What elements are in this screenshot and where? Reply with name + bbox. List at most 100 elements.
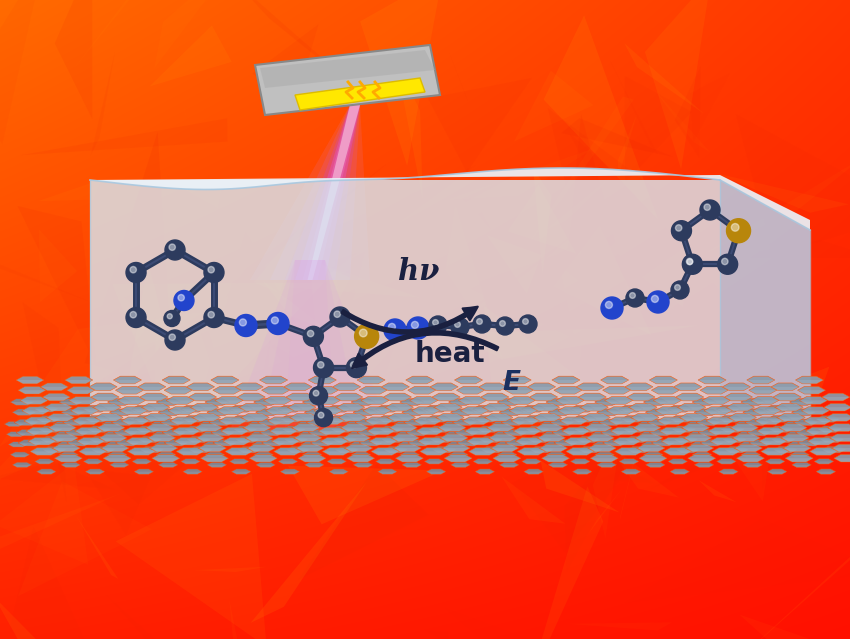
Circle shape — [651, 295, 659, 302]
Polygon shape — [475, 416, 499, 422]
Polygon shape — [547, 108, 667, 268]
Polygon shape — [385, 403, 413, 411]
Polygon shape — [534, 413, 562, 421]
Polygon shape — [639, 434, 659, 437]
Polygon shape — [22, 407, 50, 415]
Polygon shape — [262, 390, 290, 394]
Polygon shape — [651, 456, 734, 488]
Circle shape — [704, 204, 711, 210]
Polygon shape — [755, 421, 783, 424]
Polygon shape — [341, 427, 369, 431]
Polygon shape — [69, 397, 97, 404]
Polygon shape — [196, 434, 224, 442]
Polygon shape — [724, 447, 748, 453]
Polygon shape — [228, 451, 247, 454]
Polygon shape — [53, 424, 72, 427]
Polygon shape — [186, 387, 214, 390]
Polygon shape — [247, 448, 275, 452]
Polygon shape — [91, 447, 115, 453]
Polygon shape — [341, 424, 369, 431]
Polygon shape — [541, 461, 620, 512]
Polygon shape — [73, 421, 100, 424]
Polygon shape — [371, 441, 391, 443]
Polygon shape — [683, 434, 711, 442]
Polygon shape — [806, 431, 834, 435]
Polygon shape — [434, 403, 462, 411]
Polygon shape — [0, 493, 122, 559]
Polygon shape — [144, 413, 172, 421]
Polygon shape — [230, 406, 253, 412]
Polygon shape — [442, 444, 470, 452]
Polygon shape — [560, 417, 588, 424]
Polygon shape — [102, 424, 122, 427]
Polygon shape — [35, 461, 54, 464]
Polygon shape — [170, 421, 198, 424]
Polygon shape — [382, 387, 410, 390]
Polygon shape — [63, 422, 87, 426]
Polygon shape — [156, 454, 176, 458]
Polygon shape — [4, 424, 24, 427]
Polygon shape — [272, 428, 292, 433]
Polygon shape — [464, 427, 492, 435]
Circle shape — [314, 358, 333, 378]
Polygon shape — [806, 427, 834, 435]
Circle shape — [169, 334, 175, 341]
Polygon shape — [625, 383, 653, 390]
Polygon shape — [20, 397, 48, 404]
Polygon shape — [333, 440, 357, 443]
Polygon shape — [706, 417, 734, 424]
Polygon shape — [749, 443, 773, 446]
Polygon shape — [130, 451, 150, 454]
Polygon shape — [824, 407, 850, 411]
Polygon shape — [32, 449, 52, 454]
Polygon shape — [128, 438, 148, 443]
Polygon shape — [822, 447, 846, 453]
Polygon shape — [508, 185, 576, 254]
Polygon shape — [718, 416, 742, 422]
Polygon shape — [610, 431, 638, 435]
Polygon shape — [688, 434, 708, 437]
Polygon shape — [189, 450, 212, 453]
Polygon shape — [440, 438, 468, 442]
Polygon shape — [597, 412, 620, 415]
Polygon shape — [604, 442, 679, 498]
Polygon shape — [278, 459, 297, 464]
Polygon shape — [217, 407, 245, 415]
Polygon shape — [717, 173, 849, 213]
Polygon shape — [578, 397, 606, 401]
Polygon shape — [331, 426, 354, 433]
Polygon shape — [310, 387, 338, 394]
Polygon shape — [541, 454, 570, 462]
Polygon shape — [254, 452, 274, 458]
Circle shape — [318, 362, 324, 368]
Polygon shape — [797, 387, 825, 394]
Polygon shape — [207, 412, 231, 415]
Polygon shape — [398, 442, 417, 447]
Polygon shape — [432, 450, 456, 453]
Polygon shape — [445, 431, 464, 437]
Polygon shape — [90, 168, 810, 230]
Polygon shape — [371, 451, 399, 455]
Polygon shape — [280, 472, 300, 474]
Polygon shape — [458, 397, 486, 404]
Polygon shape — [269, 431, 297, 435]
Polygon shape — [41, 436, 65, 443]
Polygon shape — [42, 450, 66, 453]
Polygon shape — [120, 411, 147, 415]
Polygon shape — [402, 412, 426, 415]
Polygon shape — [156, 399, 180, 405]
Polygon shape — [42, 397, 71, 401]
Polygon shape — [67, 443, 91, 446]
Polygon shape — [276, 449, 296, 454]
Polygon shape — [308, 105, 360, 280]
Polygon shape — [379, 429, 403, 433]
Polygon shape — [103, 458, 131, 462]
Polygon shape — [24, 417, 52, 424]
Polygon shape — [10, 454, 30, 458]
Polygon shape — [677, 403, 706, 411]
Polygon shape — [739, 442, 758, 447]
Polygon shape — [484, 417, 513, 421]
Polygon shape — [347, 458, 375, 462]
Polygon shape — [37, 416, 60, 422]
Polygon shape — [166, 401, 194, 404]
